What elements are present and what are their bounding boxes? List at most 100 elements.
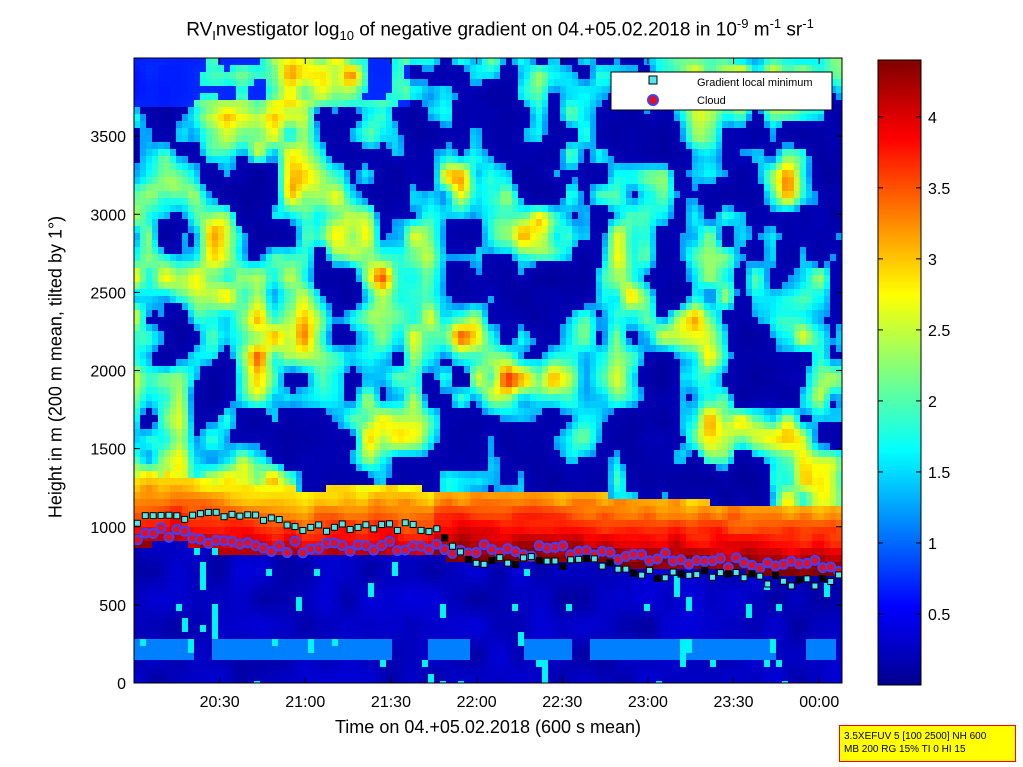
heatmap-cell — [302, 660, 309, 668]
heatmap-cell — [158, 226, 165, 234]
heatmap-cell — [140, 681, 147, 683]
heatmap-cell — [170, 499, 177, 507]
heatmap-cell — [422, 527, 429, 535]
heatmap-cell — [380, 373, 387, 381]
heatmap-cell — [206, 93, 213, 101]
heatmap-cell — [368, 254, 375, 262]
heatmap-cell — [368, 317, 375, 325]
heatmap-cell — [380, 177, 387, 185]
heatmap-cell — [176, 604, 183, 612]
heatmap-cell — [170, 408, 177, 416]
heatmap-cell — [344, 338, 351, 346]
heatmap-cell — [392, 520, 399, 528]
heatmap-cell — [254, 324, 261, 332]
heatmap-cell — [428, 135, 435, 143]
heatmap-cell — [134, 205, 141, 213]
heatmap-cell — [296, 653, 303, 661]
heatmap-cell — [266, 135, 273, 143]
heatmap-cell — [236, 562, 243, 570]
heatmap-cell — [266, 499, 273, 507]
heatmap-cell — [416, 296, 423, 304]
heatmap-cell — [188, 219, 195, 227]
heatmap-cell — [182, 667, 189, 675]
heatmap-cell — [278, 401, 285, 409]
heatmap-cell — [392, 247, 399, 255]
heatmap-cell — [146, 58, 153, 66]
heatmap-cell — [206, 352, 213, 360]
heatmap-cell — [218, 667, 225, 675]
heatmap-cell — [194, 681, 201, 683]
heatmap-cell — [194, 254, 201, 262]
heatmap-cell — [212, 471, 219, 479]
heatmap-cell — [146, 583, 153, 591]
heatmap-cell — [236, 268, 243, 276]
heatmap-cell — [452, 100, 459, 108]
heatmap-cell — [446, 492, 453, 500]
heatmap-cell — [230, 324, 237, 332]
heatmap-cell — [242, 191, 249, 199]
heatmap-cell — [206, 618, 213, 626]
heatmap-cell — [338, 604, 345, 612]
heatmap-cell — [296, 352, 303, 360]
heatmap-cell — [140, 177, 147, 185]
heatmap-cell — [416, 618, 423, 626]
heatmap-cell — [176, 520, 183, 528]
heatmap-cell — [368, 135, 375, 143]
heatmap-cell — [392, 373, 399, 381]
heatmap-cell — [398, 205, 405, 213]
heatmap-cell — [290, 667, 297, 675]
heatmap-cell — [206, 177, 213, 185]
heatmap-cell — [164, 373, 171, 381]
heatmap-cell — [380, 156, 387, 164]
heatmap-cell — [176, 387, 183, 395]
heatmap-cell — [362, 254, 369, 262]
heatmap-cell — [308, 58, 315, 66]
heatmap-cell — [182, 86, 189, 94]
heatmap-cell — [368, 240, 375, 248]
heatmap-cell — [212, 261, 219, 269]
heatmap-cell — [362, 303, 369, 311]
heatmap-cell — [296, 58, 303, 66]
heatmap-cell — [260, 681, 267, 683]
heatmap-cell — [434, 198, 441, 206]
heatmap-cell — [326, 163, 333, 171]
heatmap-cell — [158, 72, 165, 80]
heatmap-cell — [320, 100, 327, 108]
heatmap-cell — [434, 401, 441, 409]
heatmap-cell — [434, 443, 441, 451]
heatmap-cell — [218, 576, 225, 584]
heatmap-cell — [260, 100, 267, 108]
heatmap-cell — [302, 499, 309, 507]
heatmap-cell — [386, 65, 393, 73]
heatmap-cell — [338, 359, 345, 367]
heatmap-cell — [332, 86, 339, 94]
heatmap-cell — [254, 366, 261, 374]
heatmap-cell — [368, 450, 375, 458]
heatmap-cell — [314, 219, 321, 227]
heatmap-cell — [290, 79, 297, 87]
heatmap-cell — [296, 618, 303, 626]
heatmap-cell — [242, 660, 249, 668]
heatmap-cell — [314, 135, 321, 143]
heatmap-cell — [140, 352, 147, 360]
heatmap-cell — [464, 296, 471, 304]
heatmap-cell — [236, 254, 243, 262]
heatmap-cell — [140, 163, 147, 171]
heatmap-cell — [338, 212, 345, 220]
heatmap-cell — [206, 436, 213, 444]
heatmap-cell — [230, 653, 237, 661]
heatmap-cell — [380, 415, 387, 423]
heatmap-cell — [404, 380, 411, 388]
heatmap-cell — [254, 303, 261, 311]
heatmap-cell — [146, 625, 153, 633]
heatmap-cell — [314, 478, 321, 486]
heatmap-cell — [140, 597, 147, 605]
heatmap-cell — [272, 338, 279, 346]
heatmap-cell — [356, 93, 363, 101]
heatmap-cell — [152, 177, 159, 185]
heatmap-cell — [380, 562, 387, 570]
heatmap-cell — [290, 639, 297, 647]
heatmap-cell — [182, 205, 189, 213]
heatmap-cell — [422, 65, 429, 73]
heatmap-cell — [392, 149, 399, 157]
